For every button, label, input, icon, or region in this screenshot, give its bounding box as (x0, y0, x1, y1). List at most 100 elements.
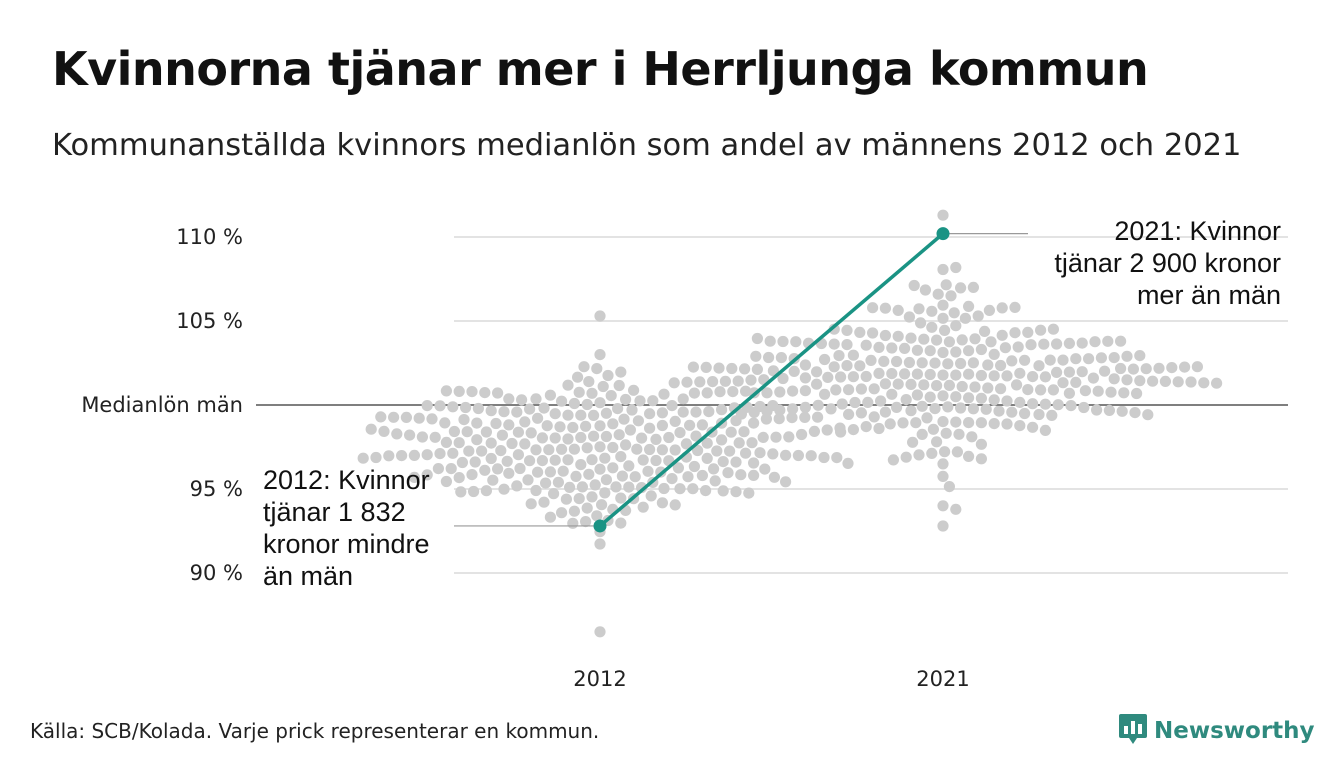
municipality-dot (855, 407, 868, 419)
municipality-dot (503, 393, 515, 405)
municipality-dot (708, 463, 720, 475)
municipality-dot (983, 304, 996, 316)
municipality-dot (955, 357, 967, 370)
municipality-dot (1211, 377, 1223, 389)
municipality-dot (476, 445, 488, 457)
municipality-dot (843, 384, 855, 396)
municipality-dot (1070, 376, 1082, 388)
municipality-dot (703, 406, 715, 418)
municipality-dot (764, 335, 776, 347)
municipality-dot (663, 431, 675, 444)
municipality-dot (690, 406, 702, 418)
municipality-dot (1006, 406, 1018, 418)
municipality-dot (421, 400, 433, 412)
municipality-dot (886, 388, 898, 400)
annotation-line: mer än män (1137, 280, 1281, 310)
municipality-dot (924, 391, 936, 403)
municipality-dot (942, 401, 954, 413)
municipality-dot (969, 381, 981, 393)
municipality-dot (669, 499, 681, 511)
municipality-dot (911, 368, 924, 380)
municipality-dot (926, 321, 938, 333)
municipality-dot (868, 411, 880, 423)
municipality-dot (830, 384, 842, 396)
municipality-dot (1191, 361, 1203, 373)
municipality-dot (492, 463, 504, 475)
municipality-dot (594, 441, 606, 453)
municipality-dot (963, 417, 975, 429)
municipality-dot (408, 471, 420, 483)
municipality-dot (828, 361, 840, 373)
municipality-dot (812, 411, 824, 423)
municipality-dot (554, 421, 566, 433)
municipality-dot (743, 487, 755, 499)
municipality-dot (492, 387, 504, 399)
municipality-dot (615, 451, 627, 463)
municipality-dot (780, 449, 792, 461)
municipality-dot (770, 431, 782, 443)
municipality-dot (594, 310, 606, 322)
municipality-dot (519, 438, 531, 450)
municipality-dot (1083, 353, 1095, 365)
municipality-dot (429, 431, 441, 443)
municipality-dot (805, 450, 817, 462)
municipality-dot (1065, 400, 1077, 412)
municipality-dot (751, 363, 764, 375)
municipality-dot (498, 406, 510, 418)
municipality-dot (1121, 350, 1133, 362)
municipality-dot (496, 429, 508, 441)
municipality-dot (940, 427, 952, 439)
municipality-dot (937, 390, 949, 402)
municipality-dot (982, 359, 994, 371)
municipality-dot (926, 447, 938, 459)
municipality-dot (688, 387, 701, 399)
municipality-dot (421, 469, 433, 481)
municipality-dot (1172, 376, 1184, 388)
municipality-dot (536, 455, 549, 467)
municipality-dot (828, 338, 840, 350)
municipality-dot (650, 433, 662, 445)
municipality-dot (937, 369, 949, 381)
municipality-dot (682, 471, 694, 483)
municipality-dot (453, 472, 465, 484)
municipality-dot (636, 432, 648, 444)
municipality-dot (562, 379, 574, 391)
municipality-dot (862, 396, 874, 408)
municipality-dot (988, 418, 1000, 430)
municipality-dot (730, 486, 742, 498)
municipality-dot (860, 421, 872, 433)
municipality-dot (1121, 374, 1133, 386)
municipality-dot (656, 444, 669, 456)
municipality-dot (485, 452, 497, 465)
municipality-dot (525, 427, 537, 439)
municipality-dot (995, 359, 1007, 372)
municipality-dot (616, 470, 629, 482)
municipality-dot (900, 451, 912, 463)
municipality-dot (552, 476, 565, 488)
municipality-dot (751, 332, 764, 345)
swarm-dots-layer (357, 209, 1223, 638)
municipality-dot (540, 477, 552, 489)
municipality-dot (950, 369, 962, 381)
municipality-dot (448, 425, 460, 438)
municipality-dot (1027, 421, 1039, 433)
municipality-dot (963, 450, 975, 462)
municipality-dot (900, 394, 912, 406)
municipality-dot (1039, 371, 1051, 383)
municipality-dot (426, 413, 438, 425)
municipality-dot (1011, 379, 1023, 391)
municipality-dot (586, 387, 598, 399)
municipality-dot (421, 449, 433, 461)
municipality-dot (564, 481, 576, 493)
municipality-dot (763, 351, 775, 364)
municipality-dot (730, 456, 742, 468)
municipality-dot (975, 453, 988, 465)
municipality-dot (768, 471, 781, 483)
municipality-dot (819, 388, 831, 400)
municipality-dot (775, 352, 788, 364)
municipality-dot (479, 387, 491, 399)
municipality-dot (490, 417, 502, 430)
municipality-dot (573, 386, 585, 398)
municipality-dot (910, 417, 922, 429)
municipality-dot (950, 346, 962, 358)
